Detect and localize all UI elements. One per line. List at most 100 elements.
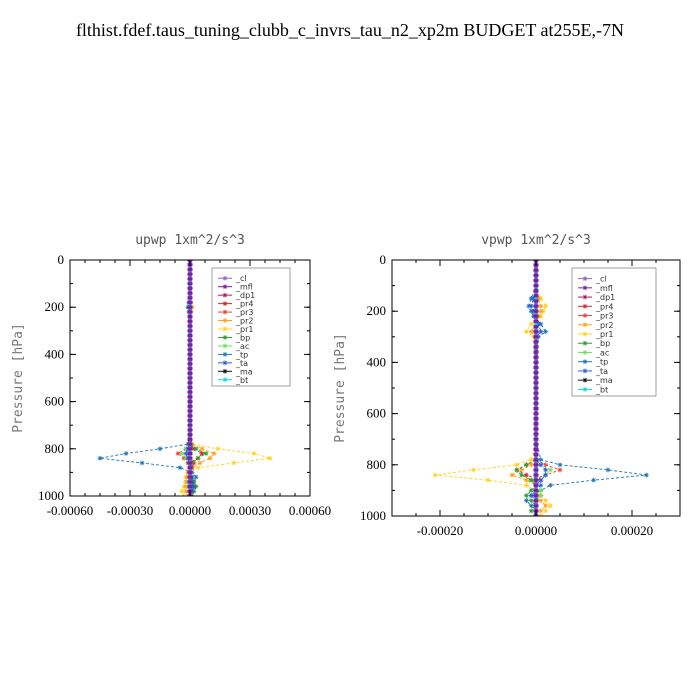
data-point-_ta: [183, 451, 189, 456]
data-point-_pr1: [195, 465, 201, 471]
data-point-_tp: [644, 472, 649, 478]
y-axis-label: Pressure [hPa]: [11, 323, 26, 433]
series-line-_ta: [185, 260, 195, 496]
data-point-_pr1: [528, 321, 534, 327]
legend-label-_bp: _bp: [595, 339, 610, 348]
data-point-_ta: [528, 303, 534, 309]
data-point-_mfl: [533, 401, 539, 405]
data-point-_pr2: [524, 477, 529, 483]
data-point-_mfl: [187, 485, 193, 489]
data-point-_mfl: [582, 285, 588, 291]
data-point-_bp: [528, 488, 534, 493]
data-point-_mfl: [187, 343, 193, 347]
data-point-_mfl: [533, 335, 539, 339]
data-point-_cl: [582, 276, 588, 282]
data-point-_mfl: [187, 310, 193, 314]
data-point-_mfl: [187, 286, 193, 290]
data-point-_tp: [557, 462, 563, 468]
x-tick-label: -0.00020: [417, 523, 464, 538]
data-point-_mfl: [533, 412, 539, 416]
data-point-_mfl: [533, 386, 539, 390]
data-point-_mfl: [533, 494, 539, 498]
data-point-_mfl: [533, 325, 539, 329]
data-point-_pr4: [582, 303, 588, 309]
data-point-_bp: [193, 446, 199, 452]
data-point-_mfl: [222, 284, 228, 290]
data-point-_pr2: [509, 472, 515, 478]
data-point-_mfl: [533, 299, 539, 303]
data-point-_bt: [582, 386, 588, 392]
data-point-_mfl: [187, 385, 193, 389]
data-point-_bp: [528, 508, 534, 514]
data-point-_ta: [543, 467, 548, 473]
data-point-_mfl: [187, 362, 193, 366]
x-tick-label: -0.00030: [107, 503, 154, 518]
series-group: [97, 260, 273, 496]
data-point-_mfl: [533, 350, 539, 354]
data-point-_mfl: [187, 409, 193, 413]
data-point-_tp: [222, 351, 228, 357]
x-tick-label: 0.00030: [229, 503, 271, 518]
data-point-_mfl: [187, 456, 193, 460]
data-point-_mfl: [187, 442, 193, 446]
data-point-_mfl: [533, 355, 539, 359]
data-point-_bt: [533, 296, 539, 301]
data-point-_tp: [548, 482, 553, 488]
data-point-_pr2: [183, 488, 189, 494]
data-point-_pr1: [524, 482, 529, 488]
data-point-_mfl: [187, 277, 193, 281]
panel-vpwp: vpwp 1xm^2/s^3 Pressure [hPa] 0 200 400 600 80…: [333, 233, 681, 538]
legend-label-_pr4: _pr4: [595, 302, 613, 311]
data-point-_ta: [528, 493, 534, 498]
data-point-_mfl: [533, 488, 539, 492]
data-point-_mfl: [533, 371, 539, 375]
data-point-_pr2: [211, 451, 217, 456]
x-tick-label: 0.00000: [169, 503, 211, 518]
data-point-_ta: [582, 368, 588, 374]
legend-label-_mfl: _mfl: [235, 283, 253, 292]
data-point-_mfl: [533, 340, 539, 344]
data-point-_pr1: [432, 472, 438, 478]
data-point-_mfl: [533, 360, 539, 364]
data-point-_pr1: [251, 451, 257, 456]
legend-label-_pr2: _pr2: [235, 317, 253, 326]
data-point-_pr1: [524, 329, 529, 335]
data-point-_pr1: [582, 331, 588, 337]
data-point-_mfl: [187, 315, 193, 319]
data-point-_tp: [177, 465, 183, 471]
data-point-_pr2: [222, 318, 228, 323]
data-point-_pr2: [543, 503, 548, 509]
y-tick-label: 400: [367, 354, 387, 369]
data-point-_mfl: [533, 478, 539, 482]
y-tick-label: 400: [45, 346, 65, 361]
data-point-_ac: [179, 451, 185, 456]
data-point-_ac: [538, 493, 544, 498]
legend-label-_ac: _ac: [235, 342, 249, 351]
legend-label-_pr4: _pr4: [235, 300, 253, 309]
data-point-_pr2: [538, 303, 544, 309]
y-tick-label: 0: [380, 252, 387, 267]
data-point-_mfl: [187, 395, 193, 399]
y-tick-label: 600: [367, 406, 387, 421]
data-point-_pr1: [543, 303, 548, 309]
data-point-_bp: [514, 467, 520, 473]
legend-label-_dp1: _dp1: [235, 291, 255, 300]
data-point-_mfl: [187, 390, 193, 394]
data-point-_tp: [528, 503, 534, 509]
data-point-_mfl: [187, 433, 193, 437]
legend-label-_tp: _tp: [595, 358, 608, 367]
data-point-_mfl: [533, 499, 539, 503]
data-point-_pr2: [538, 308, 544, 314]
data-point-_mfl: [187, 272, 193, 276]
data-point-_mfl: [187, 423, 193, 427]
data-point-_mfl: [533, 330, 539, 334]
data-point-_mfl: [187, 376, 193, 380]
data-point-_mfl: [187, 267, 193, 271]
data-point-_mfl: [533, 483, 539, 487]
legend-label-_bt: _bt: [235, 376, 248, 385]
data-point-_mfl: [187, 381, 193, 385]
legend-label-_pr2: _pr2: [595, 321, 613, 330]
data-point-_tp: [97, 455, 103, 461]
data-point-_mfl: [187, 466, 193, 470]
data-point-_pr2: [582, 322, 588, 328]
